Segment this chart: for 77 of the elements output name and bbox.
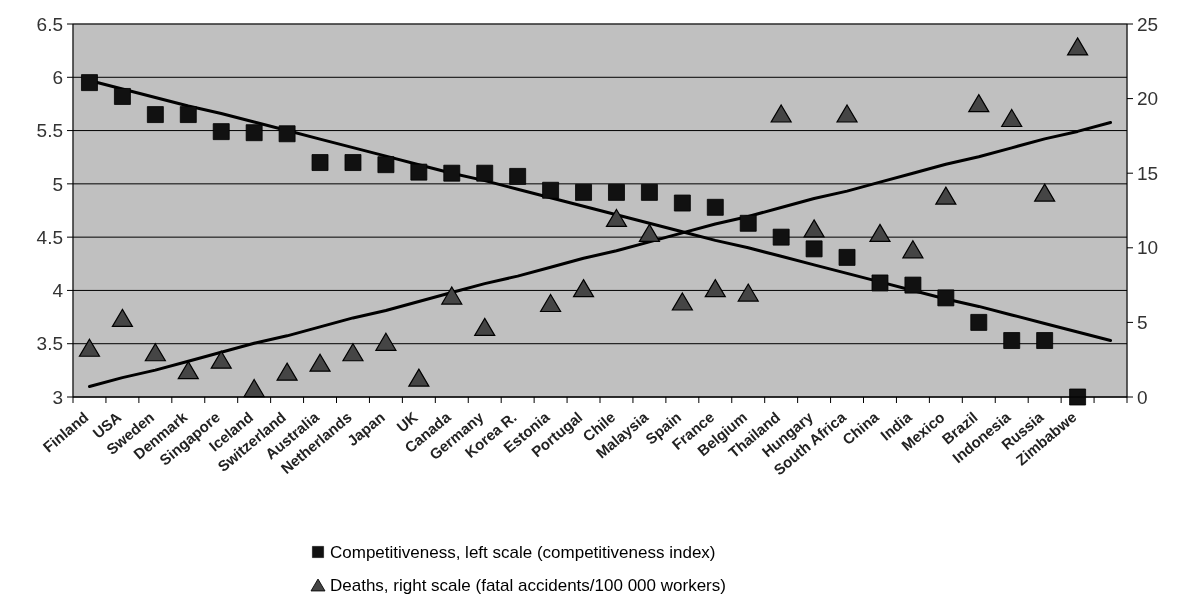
- point: [871, 274, 889, 292]
- point: [1069, 388, 1086, 406]
- point: [177, 361, 199, 380]
- y-tick-label: 4.5: [36, 226, 63, 248]
- point: [1066, 37, 1089, 56]
- point: [836, 104, 858, 123]
- point: [869, 223, 891, 242]
- y2-tick-label: 5: [1137, 312, 1148, 334]
- y2-tick-label: 0: [1137, 386, 1148, 408]
- point: [210, 350, 232, 369]
- point: [212, 123, 230, 141]
- point: [935, 186, 957, 205]
- point: [1034, 183, 1056, 202]
- point: [1001, 108, 1023, 128]
- point: [276, 362, 298, 381]
- point: [608, 183, 625, 201]
- y-tick-label: 4: [52, 280, 64, 302]
- point: [111, 308, 134, 328]
- point: [408, 368, 430, 387]
- point: [641, 183, 658, 201]
- point: [572, 278, 595, 298]
- point: [704, 278, 726, 298]
- point: [344, 154, 362, 171]
- point: [309, 353, 331, 372]
- point: [805, 240, 823, 258]
- point: [638, 223, 661, 242]
- point: [144, 343, 166, 362]
- point: [539, 293, 562, 313]
- point: [605, 208, 628, 228]
- point: [114, 88, 131, 105]
- point: [474, 317, 496, 336]
- point: [443, 164, 461, 182]
- point: [671, 292, 693, 311]
- y2-tick-label: 10: [1137, 237, 1159, 259]
- y-tick-label: 3.5: [36, 333, 63, 355]
- point: [1036, 332, 1054, 349]
- y-tick-label: 5: [52, 173, 63, 195]
- point: [243, 378, 265, 398]
- point: [410, 163, 428, 181]
- point: [770, 104, 792, 123]
- point: [772, 228, 790, 246]
- point: [342, 343, 364, 362]
- point: [970, 314, 988, 331]
- y-tick-label: 6: [52, 66, 63, 88]
- point: [375, 332, 397, 351]
- point: [542, 181, 559, 199]
- y2-tick-label: 25: [1137, 13, 1159, 35]
- point: [838, 248, 856, 266]
- point: [706, 198, 724, 216]
- point: [179, 106, 197, 123]
- point: [278, 125, 296, 143]
- legend-label: Competitiveness, left scale (competitiveness index): [330, 542, 716, 562]
- point: [904, 276, 922, 294]
- point: [739, 214, 757, 232]
- legend-label: Deaths, right scale (fatal accidents/100 000 workers): [330, 575, 726, 595]
- point: [245, 124, 263, 142]
- point: [673, 194, 691, 212]
- point: [803, 219, 825, 238]
- point: [937, 289, 955, 307]
- point: [441, 286, 463, 305]
- point: [476, 164, 494, 182]
- point: [146, 106, 164, 123]
- y-tick-label: 3: [52, 386, 63, 408]
- point: [509, 168, 527, 185]
- y2-tick-label: 15: [1137, 162, 1159, 184]
- y-tick-label: 6.5: [36, 13, 63, 35]
- point: [902, 240, 924, 259]
- point: [575, 183, 592, 201]
- point: [968, 93, 990, 113]
- point: [311, 154, 329, 171]
- y-tick-label: 5.5: [36, 120, 63, 142]
- point: [737, 283, 759, 302]
- point: [78, 338, 101, 357]
- y2-tick-label: 20: [1137, 88, 1159, 110]
- point: [81, 74, 98, 92]
- point: [1003, 332, 1021, 349]
- point: [377, 156, 395, 174]
